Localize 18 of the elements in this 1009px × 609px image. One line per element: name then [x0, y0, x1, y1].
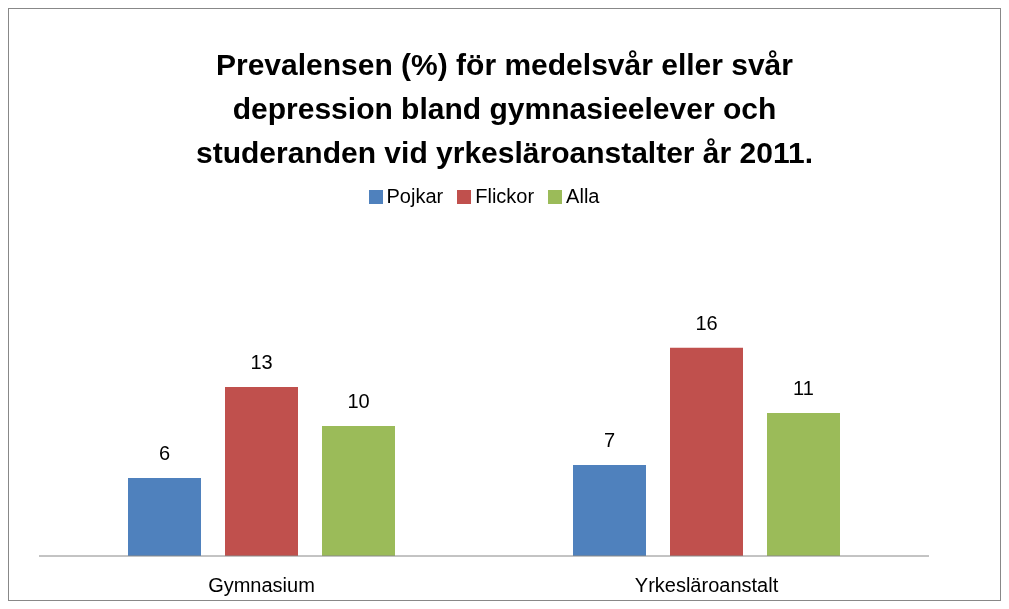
- bar: [322, 425, 395, 556]
- data-label: 10: [347, 389, 370, 412]
- bar: [670, 347, 743, 556]
- bar: [128, 477, 201, 556]
- legend-label: Flickor: [475, 185, 535, 208]
- x-tick-label: Gymnasium: [208, 574, 315, 597]
- data-label: 6: [158, 441, 171, 464]
- x-tick-label: Yrkesläroanstalt: [634, 574, 779, 597]
- data-label: 13: [250, 350, 273, 373]
- legend-label: Alla: [566, 185, 600, 208]
- data-label: 16: [695, 311, 718, 334]
- bar: [767, 412, 840, 556]
- bar: [573, 464, 646, 556]
- bar: [225, 386, 298, 556]
- legend-label: Pojkar: [386, 185, 444, 208]
- chart-title: Prevalensen (%) för medelsvår eller svår depression bland gymnasieelever och studeranden vid yrkesläroanstalter år 2011.: [195, 47, 814, 171]
- data-label: 11: [793, 376, 814, 399]
- data-label: 7: [603, 428, 616, 451]
